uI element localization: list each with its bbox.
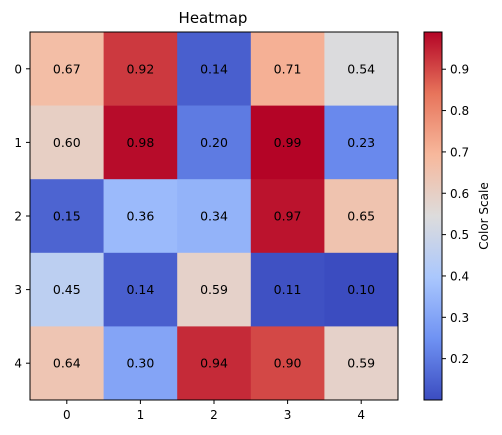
x-tick-label: 3 [284, 408, 292, 422]
cell-value-label: 0.67 [53, 61, 81, 76]
y-tick-label: 4 [14, 357, 22, 371]
heatmap-cell [103, 252, 178, 327]
heatmap-cell [177, 179, 252, 254]
heatmap-cell [103, 326, 178, 401]
cell-value-label: 0.99 [274, 135, 302, 150]
heatmap-cell [324, 252, 399, 327]
heatmap-cell [30, 252, 104, 327]
cell-value-label: 0.30 [126, 356, 154, 371]
colorbar-tick-label: 0.5 [450, 228, 469, 242]
cell-value-label: 0.36 [126, 209, 154, 224]
colorbar-tick-label: 0.7 [450, 145, 469, 159]
y-axis-ticks: 0 1 2 3 4 [14, 62, 30, 371]
heatmap-cell [177, 252, 252, 327]
heatmap-cell [324, 105, 399, 180]
cell-value-label: 0.20 [200, 135, 228, 150]
heatmap-cell [30, 326, 104, 401]
cell-value-label: 0.14 [126, 282, 154, 297]
x-tick-label: 4 [357, 408, 365, 422]
y-tick-label: 2 [14, 210, 22, 224]
colorbar-tick-label: 0.4 [450, 269, 469, 283]
y-tick-label: 1 [14, 136, 22, 150]
heatmap-cell [324, 32, 399, 106]
colorbar [423, 31, 443, 401]
cell-value-label: 0.15 [53, 209, 81, 224]
heatmap-cell [103, 32, 178, 106]
cell-value-label: 0.10 [347, 282, 375, 297]
y-tick-label: 3 [14, 283, 22, 297]
heatmap-cells [30, 32, 399, 401]
heatmap-cell [250, 105, 325, 180]
cell-value-label: 0.92 [126, 61, 154, 76]
colorbar-tick-label: 0.3 [450, 311, 469, 325]
cell-value-label: 0.11 [274, 282, 302, 297]
heatmap-cell [177, 32, 252, 106]
colorbar-tick-label: 0.9 [450, 63, 469, 77]
heatmap-cell [30, 179, 104, 254]
colorbar-ticks: 0.2 0.3 0.4 0.5 0.6 0.7 0.8 0.9 [442, 63, 469, 366]
chart-title: Heatmap [179, 9, 248, 27]
cell-value-label: 0.97 [274, 209, 302, 224]
x-tick-label: 1 [137, 408, 145, 422]
cell-value-label: 0.54 [347, 61, 375, 76]
cell-value-label: 0.14 [200, 61, 228, 76]
cell-value-label: 0.59 [347, 356, 375, 371]
heatmap-cell [250, 326, 325, 401]
x-axis-ticks: 0 1 2 3 4 [63, 400, 365, 422]
heatmap-cell-labels: 0.67 0.92 0.14 0.71 0.54 0.60 0.98 0.20 0.99 0.23… [53, 61, 375, 370]
cell-value-label: 0.98 [126, 135, 154, 150]
cell-value-label: 0.64 [53, 356, 81, 371]
cell-value-label: 0.45 [53, 282, 81, 297]
cell-value-label: 0.60 [53, 135, 81, 150]
heatmap-cell [324, 179, 399, 254]
heatmap-cell [250, 32, 325, 106]
cell-value-label: 0.59 [200, 282, 228, 297]
heatmap-cell [250, 179, 325, 254]
x-tick-label: 2 [210, 408, 218, 422]
colorbar-tick-label: 0.6 [450, 187, 469, 201]
cell-value-label: 0.65 [347, 209, 375, 224]
x-tick-label: 0 [63, 408, 71, 422]
heatmap-cell [250, 252, 325, 327]
cell-value-label: 0.23 [347, 135, 375, 150]
cell-value-label: 0.71 [274, 61, 302, 76]
heatmap-cell [324, 326, 399, 401]
y-tick-label: 0 [14, 62, 22, 76]
cell-value-label: 0.94 [200, 356, 228, 371]
heatmap-cell [103, 105, 178, 180]
cell-value-label: 0.34 [200, 209, 228, 224]
heatmap-cell [30, 32, 104, 106]
cell-value-label: 0.90 [274, 356, 302, 371]
colorbar-tick-label: 0.8 [450, 104, 469, 118]
colorbar-tick-label: 0.2 [450, 352, 469, 366]
heatmap-cell [30, 105, 104, 180]
colorbar-label: Color Scale [477, 182, 491, 249]
heatmap-cell [177, 105, 252, 180]
heatmap-cell [177, 326, 252, 401]
heatmap-cell [103, 179, 178, 254]
